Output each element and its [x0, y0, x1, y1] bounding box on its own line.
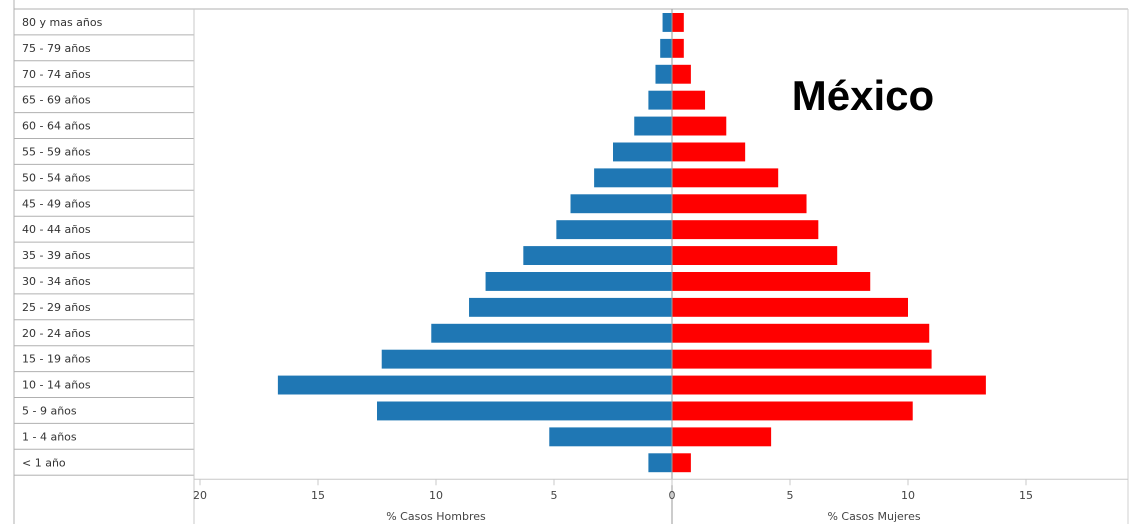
bar-male [556, 220, 672, 240]
bar-female [672, 349, 932, 369]
bar-female [672, 272, 871, 291]
bar-male [662, 13, 672, 32]
category-label: 5 - 9 años [22, 404, 77, 417]
bar-male [648, 90, 672, 110]
category-label: 55 - 59 años [22, 145, 91, 158]
x-tick-label: 5 [551, 489, 558, 502]
category-label: 70 - 74 años [22, 68, 91, 81]
category-label: 40 - 44 años [22, 223, 91, 236]
category-label: 65 - 69 años [22, 94, 91, 107]
bar-female [672, 323, 930, 343]
bar-male [277, 375, 672, 395]
x-tick-label: 20 [193, 489, 207, 502]
bar-female [672, 194, 807, 214]
x-axis-title-left: % Casos Hombres [386, 510, 486, 523]
bar-male [381, 349, 672, 369]
category-label: 35 - 39 años [22, 249, 91, 262]
bar-female [672, 90, 706, 110]
category-label: 1 - 4 años [22, 430, 77, 443]
bar-male [648, 453, 672, 473]
bar-male [469, 297, 672, 317]
bar-male [655, 64, 672, 84]
axes-group: 20 15 10 5 0 5 10 15 % Casos Hombres % Casos Muje… [193, 8, 1129, 524]
bar-female [672, 64, 691, 84]
bar-female [672, 168, 779, 188]
bar-male [485, 272, 672, 291]
bar-female [672, 13, 684, 32]
bar-female [672, 297, 908, 317]
x-axis-title-right: % Casos Mujeres [827, 510, 920, 523]
category-label: 30 - 34 años [22, 275, 91, 288]
bars-group [277, 13, 986, 473]
bar-female [672, 246, 838, 265]
category-label: 25 - 29 años [22, 301, 91, 314]
category-label: 50 - 54 años [22, 171, 91, 184]
bar-female [672, 427, 772, 447]
bar-female [672, 116, 727, 136]
bar-female [672, 220, 819, 240]
bar-male [594, 168, 672, 188]
bar-male [523, 246, 672, 265]
bar-female [672, 38, 684, 58]
bar-male [549, 427, 672, 447]
bar-female [672, 142, 746, 162]
category-label: 20 - 24 años [22, 327, 91, 340]
bar-male [613, 142, 672, 162]
x-tick-label: 15 [1019, 489, 1033, 502]
bar-female [672, 401, 913, 421]
category-label: < 1 año [22, 456, 66, 469]
category-label: 80 y mas años [22, 16, 103, 29]
bar-female [672, 375, 986, 395]
category-label: 15 - 19 años [22, 353, 91, 366]
chart-title: México [792, 72, 934, 119]
x-tick-label: 15 [311, 489, 325, 502]
category-label: 60 - 64 años [22, 120, 91, 133]
bar-male [660, 38, 672, 58]
category-label: 75 - 79 años [22, 42, 91, 55]
bar-male [377, 401, 672, 421]
bar-male [431, 323, 672, 343]
x-tick-label: 5 [787, 489, 794, 502]
category-label: 45 - 49 años [22, 197, 91, 210]
bar-male [570, 194, 672, 214]
category-panel: 80 y mas años 75 - 79 años 70 - 74 años 65 … [13, 0, 195, 524]
bar-male [634, 116, 672, 136]
x-tick-label: 10 [429, 489, 443, 502]
bar-female [672, 453, 691, 473]
x-tick-label: 0 [669, 489, 676, 502]
x-tick-label: 10 [901, 489, 915, 502]
category-label: 10 - 14 años [22, 379, 91, 392]
